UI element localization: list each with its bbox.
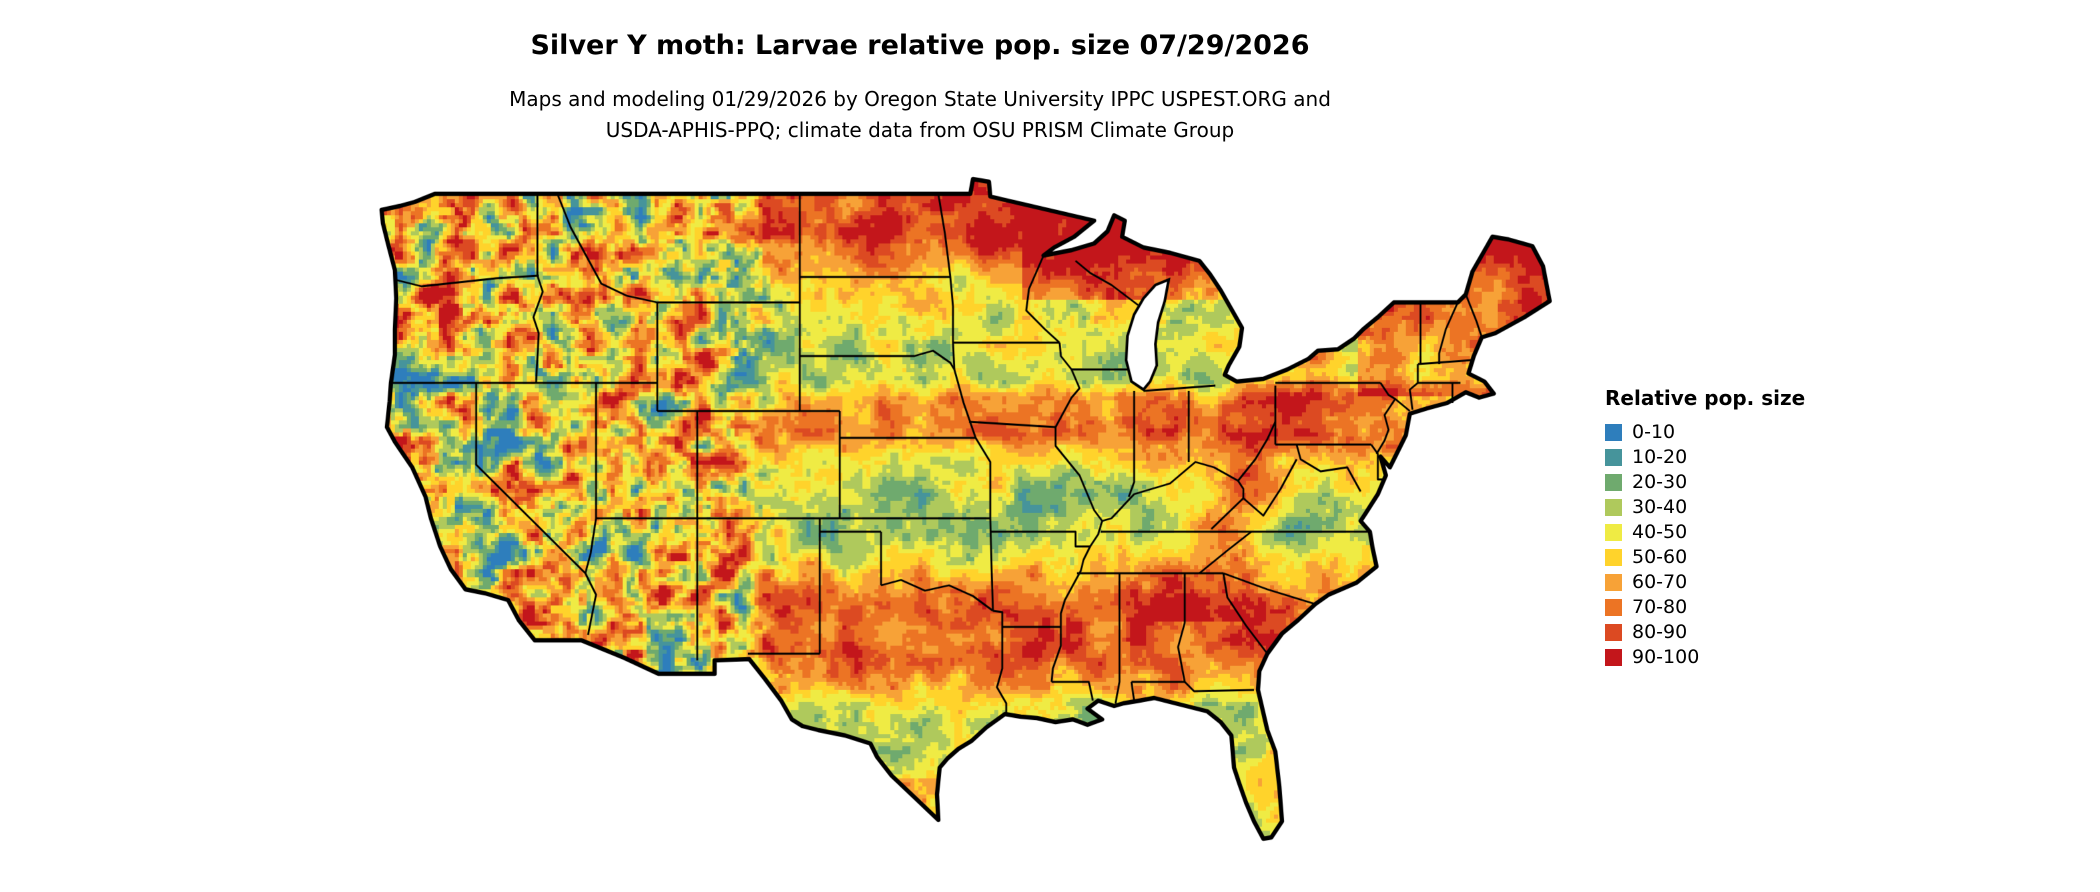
legend-item: 70-80 — [1605, 595, 1805, 620]
legend-item: 60-70 — [1605, 570, 1805, 595]
legend-swatch — [1605, 474, 1622, 491]
legend-label: 70-80 — [1632, 596, 1688, 618]
legend-item: 40-50 — [1605, 520, 1805, 545]
legend-swatch — [1605, 599, 1622, 616]
legend-label: 40-50 — [1632, 521, 1688, 543]
map-title: Silver Y moth: Larvae relative pop. size… — [530, 30, 1310, 61]
legend-item: 50-60 — [1605, 545, 1805, 570]
us-map — [275, 167, 1567, 891]
map-subtitle: Maps and modeling 01/29/2026 by Oregon S… — [0, 84, 1840, 146]
legend-swatch — [1605, 499, 1622, 516]
legend-item: 0-10 — [1605, 420, 1805, 445]
us-population-raster-map — [275, 167, 1567, 891]
subtitle-line-2: USDA-APHIS-PPQ; climate data from OSU PR… — [605, 118, 1235, 142]
legend-title: Relative pop. size — [1605, 386, 1806, 410]
legend-swatch — [1605, 624, 1622, 641]
legend-swatch — [1605, 449, 1622, 466]
legend-item: 90-100 — [1605, 645, 1805, 670]
legend-label: 0-10 — [1632, 421, 1676, 443]
legend-label: 60-70 — [1632, 571, 1688, 593]
legend-swatch — [1605, 649, 1622, 666]
legend-item: 20-30 — [1605, 470, 1805, 495]
legend-label: 90-100 — [1632, 646, 1700, 668]
legend: Relative pop. size 0-10 10-20 20-30 30-40 40… — [1605, 386, 1805, 670]
legend-swatch — [1605, 574, 1622, 591]
subtitle-line-1: Maps and modeling 01/29/2026 by Oregon S… — [509, 87, 1331, 111]
legend-label: 10-20 — [1632, 446, 1688, 468]
legend-swatch — [1605, 424, 1622, 441]
legend-item: 10-20 — [1605, 445, 1805, 470]
legend-label: 80-90 — [1632, 621, 1688, 643]
legend-label: 50-60 — [1632, 546, 1688, 568]
legend-items: 0-10 10-20 20-30 30-40 40-50 50-60 60-70 70-80 8… — [1605, 420, 1805, 670]
legend-swatch — [1605, 549, 1622, 566]
legend-swatch — [1605, 524, 1622, 541]
legend-item: 30-40 — [1605, 495, 1805, 520]
legend-label: 20-30 — [1632, 471, 1688, 493]
legend-item: 80-90 — [1605, 620, 1805, 645]
legend-label: 30-40 — [1632, 496, 1688, 518]
